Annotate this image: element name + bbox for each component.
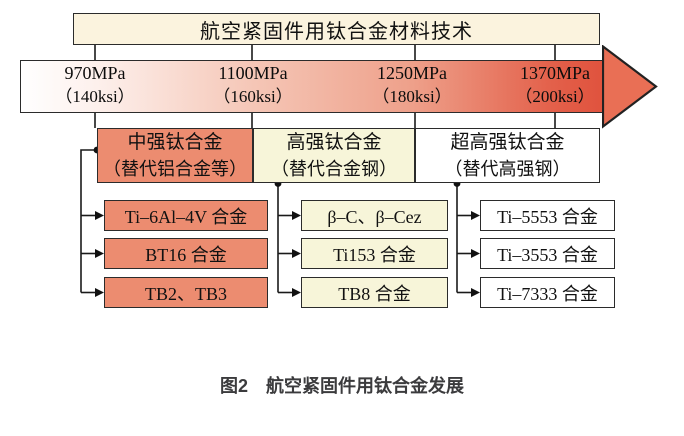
category-title: 超高强钛合金 bbox=[450, 131, 565, 153]
alloy-box: Ti–3553 合金 bbox=[480, 238, 615, 269]
category-box-medium-strength: 中强钛合金 （替代铝合金等） bbox=[97, 128, 253, 183]
category-title: 高强钛合金 bbox=[286, 131, 382, 153]
strength-ksi: （140ksi） bbox=[55, 87, 135, 106]
strength-mpa: 1370MPa bbox=[519, 63, 590, 83]
category-subtitle: （替代高强钢） bbox=[444, 158, 571, 179]
alloy-box: BT16 合金 bbox=[104, 238, 268, 269]
strength-ksi: （180ksi） bbox=[372, 87, 452, 106]
category-subtitle: （替代合金钢） bbox=[271, 158, 397, 179]
alloy-box: Ti–7333 合金 bbox=[480, 277, 615, 308]
alloy-box: TB2、TB3 bbox=[104, 277, 268, 308]
strength-ksi: （160ksi） bbox=[213, 87, 293, 106]
category-title: 中强钛合金 bbox=[127, 131, 223, 153]
banner-title: 航空紧固件用钛合金材料技术 bbox=[73, 13, 600, 45]
right-branch-runner bbox=[456, 184, 471, 294]
alloy-box: Ti–5553 合金 bbox=[480, 200, 615, 231]
alloy-box: Ti153 合金 bbox=[301, 238, 448, 269]
category-box-high-strength: 高强钛合金 （替代合金钢） bbox=[253, 128, 415, 183]
arrow-to-category-connectors bbox=[94, 113, 556, 128]
figure-caption: 图2 航空紧固件用钛合金发展 Fig.2 Development of tita… bbox=[0, 334, 684, 436]
strength-level-3: 1250MPa （180ksi） bbox=[342, 62, 482, 108]
strength-level-4: 1370MPa （200ksi） bbox=[485, 62, 625, 108]
caption-chinese: 图2 航空紧固件用钛合金发展 bbox=[219, 376, 464, 396]
strength-level-2: 1100MPa （160ksi） bbox=[183, 62, 323, 108]
category-subtitle: （替代铝合金等） bbox=[103, 158, 247, 179]
alloy-box: Ti–6Al–4V 合金 bbox=[104, 200, 268, 231]
alloy-box: β–C、β–Cez bbox=[301, 200, 448, 231]
strength-mpa: 1250MPa bbox=[376, 63, 447, 83]
strength-mpa: 970MPa bbox=[64, 63, 126, 83]
strength-ksi: （200ksi） bbox=[515, 87, 595, 106]
banner-to-arrow-connectors bbox=[94, 45, 556, 60]
strength-mpa: 1100MPa bbox=[218, 63, 288, 83]
alloy-box: TB8 合金 bbox=[301, 277, 448, 308]
middle-branch-runner bbox=[277, 184, 292, 294]
strength-arrow-body bbox=[20, 60, 606, 113]
left-branch-runner bbox=[80, 149, 97, 294]
category-box-ultra-high-strength: 超高强钛合金 （替代高强钢） bbox=[415, 128, 600, 183]
strength-level-1: 970MPa （140ksi） bbox=[25, 62, 165, 108]
strength-arrow-head-icon bbox=[602, 45, 658, 129]
